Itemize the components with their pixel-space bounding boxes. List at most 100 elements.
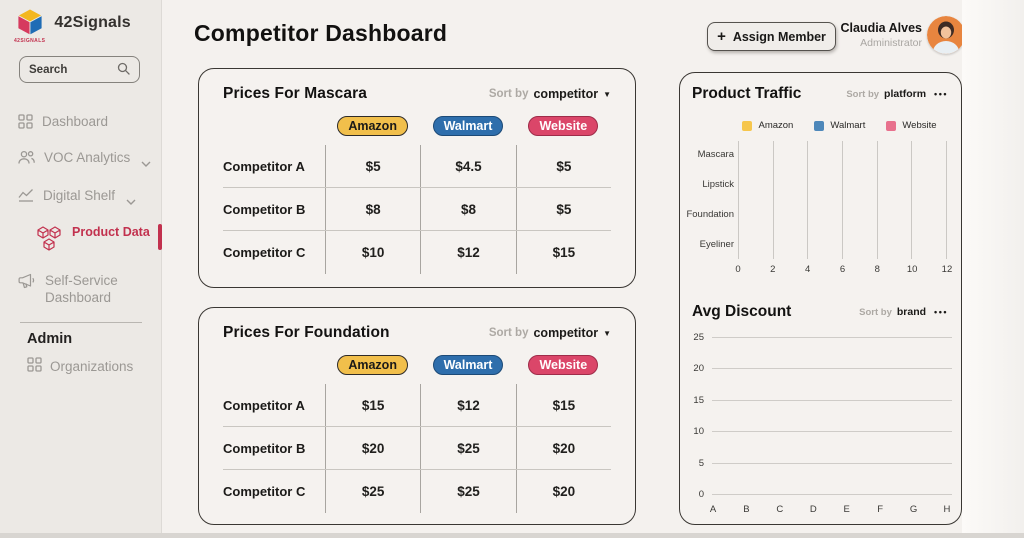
legend-swatch: [742, 120, 753, 131]
megaphone-icon: [18, 273, 36, 293]
cell-value: $25: [420, 427, 515, 469]
grid-row: 15: [688, 394, 952, 406]
avatar[interactable]: [927, 16, 965, 54]
amazon-pill[interactable]: Amazon: [337, 355, 408, 375]
sidebar-item-label: Self-Service Dashboard: [45, 273, 118, 305]
brand[interactable]: 42SIGNALS 42Signals: [14, 7, 131, 44]
y-tick-label: 20: [693, 363, 704, 375]
sidebar-item-organizations[interactable]: Organizations: [27, 357, 133, 375]
row-label: Competitor A: [223, 158, 305, 174]
cell-value: $15: [515, 231, 611, 274]
sidebar-nav: Dashboard VOC Analytics: [0, 105, 162, 314]
cell-value: $5: [325, 145, 420, 187]
brand-name: 42Signals: [54, 14, 131, 31]
cell-value: $15: [515, 384, 611, 426]
chart-x-ticks: 0 2 4 6 8 10 12: [728, 264, 957, 275]
sidebar-item-product-data[interactable]: Product Data: [0, 217, 162, 264]
gridline: [772, 141, 774, 259]
table-row: Competitor A $5 $4.5 $5: [223, 145, 611, 188]
sort-by-control[interactable]: Sort by competitor ▼: [489, 326, 611, 340]
cell-value: $25: [420, 470, 515, 513]
row-label: Competitor B: [223, 440, 306, 456]
sort-by-control[interactable]: Sort by platform •••: [846, 88, 948, 100]
sort-by-control[interactable]: Sort by competitor ▼: [489, 87, 611, 101]
sidebar-item-self-service-dashboard[interactable]: Self-Service Dashboard: [0, 264, 162, 314]
x-tick-label: 10: [906, 264, 918, 275]
cell-value: $8: [325, 188, 420, 230]
category-label: Lipstick: [702, 178, 734, 190]
grid-row: 20: [688, 363, 952, 375]
more-menu-icon[interactable]: •••: [934, 89, 948, 99]
amazon-pill[interactable]: Amazon: [337, 116, 408, 136]
chart-x-ticks: A B C D E F G H: [706, 504, 954, 515]
sort-by-label: Sort by: [488, 88, 529, 100]
user-name: Claudia Alves: [840, 21, 922, 35]
sidebar-item-digital-shelf[interactable]: Digital Shelf: [0, 179, 162, 217]
cell-value: $20: [515, 427, 611, 469]
walmart-pill[interactable]: Walmart: [432, 116, 504, 136]
chevron-down-icon: [126, 192, 136, 209]
cell-value: $12: [420, 231, 515, 274]
walmart-pill[interactable]: Walmart: [432, 355, 504, 375]
gridline: [807, 141, 809, 259]
legend-label: Walmart: [830, 120, 866, 131]
x-tick-label: 8: [874, 264, 880, 275]
page-edge-right: [962, 0, 1024, 538]
sort-by-control[interactable]: Sort by brand •••: [859, 306, 948, 318]
platform-pills: Amazon Walmart Website: [223, 116, 611, 136]
sidebar-item-label: VOC Analytics: [44, 150, 131, 165]
gridline: [712, 462, 952, 464]
y-tick-label: 10: [693, 426, 704, 438]
chart-title: Avg Discount: [692, 303, 792, 320]
sort-by-label: Sort by: [488, 327, 529, 339]
category-label: Eyeliner: [699, 239, 734, 251]
cubes-icon: [37, 226, 63, 256]
x-tick-label: 6: [839, 264, 846, 275]
gridline: [841, 141, 843, 259]
line-chart-icon: [18, 188, 34, 206]
search-placeholder: Search: [29, 63, 68, 76]
table-row: Competitor B $20 $25 $20: [223, 427, 611, 470]
chart-title: Product Traffic: [692, 85, 802, 102]
x-tick-label: D: [809, 504, 817, 515]
sidebar-item-voc-analytics[interactable]: VOC Analytics: [0, 141, 162, 179]
table-row: Competitor C $10 $12 $15: [223, 231, 611, 274]
grid-icon: [18, 114, 33, 133]
row-label: Competitor B: [223, 201, 306, 217]
caret-down-icon: ▼: [603, 89, 611, 99]
platform-pills: Amazon Walmart Website: [223, 355, 611, 375]
row-label: Competitor C: [223, 245, 306, 260]
x-tick-label: A: [709, 504, 717, 515]
user-role: Administrator: [860, 37, 922, 49]
sidebar: 42SIGNALS 42Signals Search Dashboar: [0, 0, 162, 538]
cell-value: $20: [325, 427, 420, 469]
more-menu-icon[interactable]: •••: [934, 307, 948, 317]
y-tick-label: 15: [693, 394, 704, 406]
gridline: [911, 141, 913, 259]
sort-by-label: Sort by: [859, 306, 892, 318]
legend-item: Amazon: [742, 120, 793, 131]
website-pill[interactable]: Website: [528, 116, 599, 136]
sidebar-item-label: Organizations: [50, 358, 134, 374]
legend-label: Amazon: [758, 120, 794, 131]
sort-by-value: brand: [896, 306, 927, 318]
website-pill[interactable]: Website: [528, 355, 599, 375]
assign-member-button[interactable]: + Assign Member: [707, 22, 836, 51]
gridline: [712, 368, 952, 370]
chart-y-categories: Mascara Lipstick Foundation Eyeliner: [686, 139, 734, 260]
brand-caption: 42SIGNALS: [14, 38, 46, 44]
search-icon: [117, 62, 130, 78]
caret-down-icon: ▼: [603, 328, 611, 338]
cell-value: $12: [420, 384, 515, 426]
row-label: Competitor A: [223, 397, 305, 413]
grid-row: 0: [688, 489, 952, 501]
user-info: Claudia Alves Administrator: [826, 21, 922, 49]
x-tick-label: B: [743, 504, 750, 515]
grid-row: 10: [688, 426, 952, 438]
x-tick-label: 12: [941, 264, 953, 275]
x-tick-label: 2: [770, 264, 776, 275]
sidebar-item-dashboard[interactable]: Dashboard: [0, 105, 162, 141]
admin-section-heading: Admin: [27, 331, 73, 347]
y-tick-label: 0: [698, 489, 704, 501]
search-input[interactable]: Search: [19, 56, 140, 83]
